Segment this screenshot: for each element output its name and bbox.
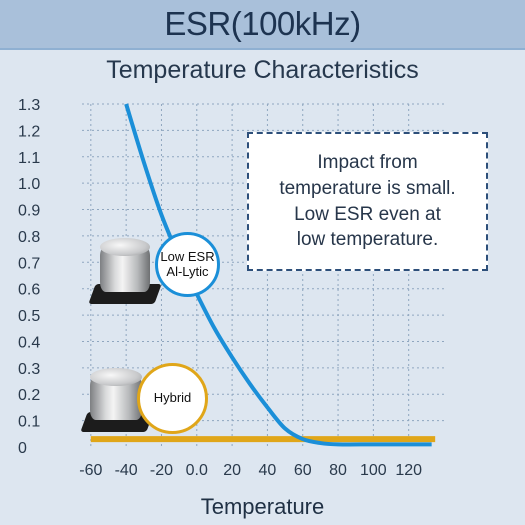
x-tick-label: -60	[79, 462, 102, 479]
al-lytic-capacitor-image	[86, 232, 166, 312]
y-tick-label: 1.1	[18, 150, 40, 167]
x-axis-label: Temperature	[200, 494, 325, 519]
al-lytic-label: Low ESR Al-Lytic	[160, 248, 215, 279]
annotation-text: Impact from temperature is small. Low ES…	[279, 152, 456, 251]
y-tick-label: 0.7	[18, 255, 40, 272]
y-tick-label: 1.3	[18, 97, 40, 114]
x-tick-label: 0.0	[186, 462, 208, 479]
y-tick-label: 0.4	[18, 334, 40, 351]
hybrid-capacitor-image	[78, 362, 158, 442]
x-tick-label: -40	[115, 462, 138, 479]
y-axis-ticks: 0 0.1 0.2 0.3 0.4 0.5 0.6 0.7 0.8 0.9 1.0 1.1 1.2 1.3	[18, 97, 40, 457]
x-tick-label: 80	[329, 462, 347, 479]
y-tick-label: 0.3	[18, 361, 40, 378]
chart-subtitle: Temperature Characteristics	[106, 56, 419, 84]
y-tick-label: 1.2	[18, 123, 40, 140]
x-axis-ticks: -60 -40 -20 0.0 20 40 60 80 100 120	[79, 462, 422, 479]
hybrid-label-bubble: Hybrid	[137, 363, 208, 434]
title-bar: ESR(100kHz)	[0, 0, 525, 50]
x-tick-label: 120	[395, 462, 422, 479]
y-tick-label: 0.9	[18, 203, 40, 220]
al-lytic-label-bubble: Low ESR Al-Lytic	[155, 232, 220, 297]
x-tick-label: 40	[259, 462, 277, 479]
x-tick-label: 60	[294, 462, 312, 479]
annotation-box: Impact from temperature is small. Low ES…	[247, 132, 488, 271]
y-tick-label: 0.2	[18, 387, 40, 404]
x-tick-label: -20	[150, 462, 173, 479]
y-tick-label: 0.1	[18, 414, 40, 431]
hybrid-label: Hybrid	[153, 390, 192, 406]
y-tick-label: 0	[18, 440, 27, 457]
x-tick-label: 20	[223, 462, 241, 479]
y-tick-label: 0.5	[18, 308, 40, 325]
y-tick-label: 0.6	[18, 282, 40, 299]
y-tick-label: 0.8	[18, 229, 40, 246]
x-tick-label: 100	[360, 462, 387, 479]
y-tick-label: 1.0	[18, 176, 40, 193]
chart-title: ESR(100kHz)	[164, 5, 361, 42]
